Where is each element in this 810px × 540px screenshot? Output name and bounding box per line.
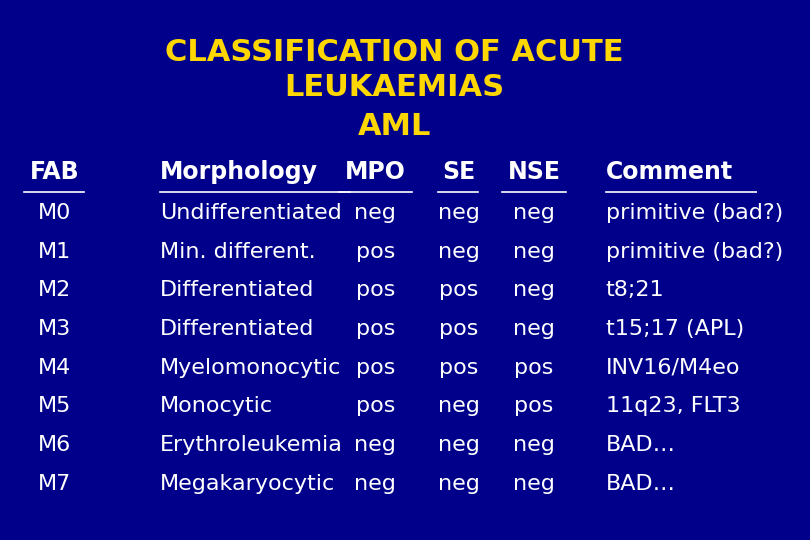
Text: M2: M2 [37,280,71,300]
Text: neg: neg [355,435,396,455]
Text: Erythroleukemia: Erythroleukemia [160,435,343,455]
Text: M1: M1 [37,242,71,262]
Text: pos: pos [439,358,478,378]
Text: t15;17 (APL): t15;17 (APL) [606,319,744,339]
Text: Min. different.: Min. different. [160,242,316,262]
Text: FAB: FAB [29,160,79,184]
Text: neg: neg [437,242,480,262]
Text: Differentiated: Differentiated [160,319,314,339]
Text: pos: pos [356,319,395,339]
Text: pos: pos [514,358,554,378]
Text: primitive (bad?): primitive (bad?) [606,203,783,223]
Text: pos: pos [356,358,395,378]
Text: M3: M3 [37,319,71,339]
Text: pos: pos [439,319,478,339]
Text: pos: pos [356,242,395,262]
Text: MPO: MPO [345,160,406,184]
Text: Differentiated: Differentiated [160,280,314,300]
Text: t8;21: t8;21 [606,280,664,300]
Text: neg: neg [513,280,555,300]
Text: pos: pos [439,280,478,300]
Text: 11q23, FLT3: 11q23, FLT3 [606,396,740,416]
Text: M4: M4 [37,358,71,378]
Text: pos: pos [356,280,395,300]
Text: Morphology: Morphology [160,160,318,184]
Text: neg: neg [437,435,480,455]
Text: primitive (bad?): primitive (bad?) [606,242,783,262]
Text: M0: M0 [37,203,71,223]
Text: Megakaryocytic: Megakaryocytic [160,474,335,494]
Text: M6: M6 [37,435,71,455]
Text: neg: neg [355,203,396,223]
Text: neg: neg [513,319,555,339]
Text: SE: SE [441,160,475,184]
Text: Undifferentiated: Undifferentiated [160,203,342,223]
Text: LEUKAEMIAS: LEUKAEMIAS [284,73,505,102]
Text: pos: pos [514,396,554,416]
Text: M5: M5 [37,396,71,416]
Text: M7: M7 [37,474,71,494]
Text: neg: neg [355,474,396,494]
Text: Myelomonocytic: Myelomonocytic [160,358,342,378]
Text: neg: neg [513,474,555,494]
Text: INV16/M4eo: INV16/M4eo [606,358,740,378]
Text: neg: neg [437,474,480,494]
Text: neg: neg [513,242,555,262]
Text: neg: neg [513,203,555,223]
Text: BAD…: BAD… [606,435,676,455]
Text: neg: neg [437,203,480,223]
Text: Monocytic: Monocytic [160,396,273,416]
Text: CLASSIFICATION OF ACUTE: CLASSIFICATION OF ACUTE [165,38,624,67]
Text: neg: neg [437,396,480,416]
Text: Comment: Comment [606,160,733,184]
Text: AML: AML [357,112,431,140]
Text: pos: pos [356,396,395,416]
Text: BAD…: BAD… [606,474,676,494]
Text: neg: neg [513,435,555,455]
Text: NSE: NSE [508,160,561,184]
